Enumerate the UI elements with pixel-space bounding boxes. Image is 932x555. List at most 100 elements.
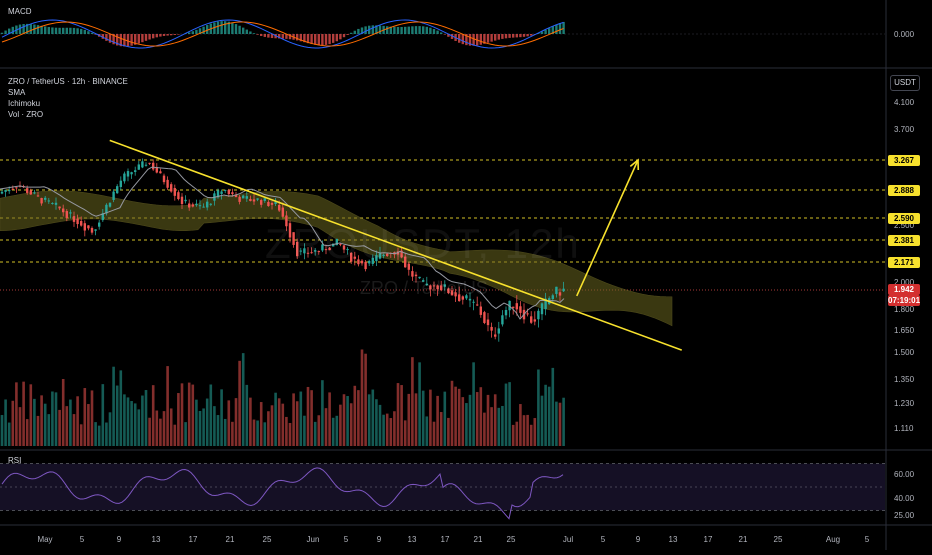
macd-histogram-bar <box>462 34 464 44</box>
candle-body <box>4 190 6 192</box>
time-tick-label: 9 <box>630 535 646 544</box>
volume-bar <box>487 395 490 446</box>
macd-histogram-bar <box>267 34 269 38</box>
macd-histogram-bar <box>84 30 86 34</box>
volume-bar <box>156 411 159 446</box>
macd-histogram-bar <box>156 34 158 37</box>
candle-body <box>84 223 86 230</box>
candle-body <box>109 203 111 207</box>
macd-histogram-bar <box>404 27 406 34</box>
time-tick-label: May <box>37 535 53 544</box>
macd-histogram-bar <box>62 28 64 34</box>
time-tick-label: Jun <box>305 535 321 544</box>
candle-body <box>202 207 204 208</box>
volume-bar <box>314 422 317 446</box>
macd-histogram-bar <box>249 31 251 34</box>
candle-body <box>37 195 39 196</box>
indicator-ichimoku-label[interactable]: Ichimoku <box>8 99 40 108</box>
macd-histogram-bar <box>253 33 255 34</box>
volume-bar <box>469 395 472 446</box>
volume-bar <box>102 384 105 446</box>
candle-body <box>30 190 32 194</box>
macd-histogram-bar <box>523 34 525 37</box>
candle-body <box>246 196 248 199</box>
macd-label[interactable]: MACD <box>8 7 32 16</box>
candle-body <box>256 198 258 199</box>
volume-bar <box>105 423 108 446</box>
price-tick-label: 1.500 <box>894 348 914 357</box>
candle-body <box>94 229 96 230</box>
volume-bar <box>415 393 418 446</box>
candle-body <box>249 199 251 201</box>
macd-histogram-bar <box>76 28 78 34</box>
volume-bar <box>235 398 238 446</box>
volume-bar <box>508 382 511 446</box>
volume-bar <box>382 415 385 446</box>
indicator-sma-label[interactable]: SMA <box>8 88 25 97</box>
price-tick-label: 3.700 <box>894 125 914 134</box>
volume-bar <box>26 419 29 446</box>
volume-bar <box>296 401 299 446</box>
volume-bar <box>523 415 526 446</box>
candle-body <box>411 271 413 277</box>
macd-histogram-bar <box>166 34 168 36</box>
macd-histogram-bar <box>548 28 550 34</box>
time-tick-label: 13 <box>148 535 164 544</box>
macd-histogram-bar <box>148 34 150 40</box>
volume-bar <box>418 362 421 446</box>
volume-bar <box>44 404 47 446</box>
indicator-volume-label[interactable]: Vol · ZRO <box>8 110 43 119</box>
macd-histogram-bar <box>202 27 204 34</box>
volume-bar <box>109 412 112 446</box>
macd-histogram-bar <box>418 26 420 34</box>
symbol-title[interactable]: ZRO / TetherUS · 12h · BINANCE <box>8 77 128 86</box>
volume-bar <box>285 417 288 446</box>
volume-bar <box>134 403 137 446</box>
volume-bar <box>249 398 252 446</box>
level-price-tag: 2.381 <box>888 235 920 246</box>
volume-bar <box>271 405 274 446</box>
candle-body <box>253 199 255 201</box>
volume-bar <box>37 416 40 446</box>
candle-body <box>278 205 280 211</box>
candle-body <box>87 225 89 228</box>
macd-histogram-bar <box>58 28 60 34</box>
macd-histogram-bar <box>397 27 399 34</box>
macd-histogram-bar <box>526 34 528 36</box>
volume-bar <box>562 398 565 446</box>
macd-histogram-bar <box>411 26 413 34</box>
volume-bar <box>231 422 234 446</box>
volume-bar <box>33 399 36 446</box>
macd-histogram-bar <box>505 34 507 38</box>
volume-bar <box>177 393 180 446</box>
macd-histogram-bar <box>512 34 514 38</box>
volume-bar <box>202 408 205 446</box>
volume-bar <box>548 387 551 446</box>
volume-bar <box>451 381 454 446</box>
volume-bar <box>15 382 18 446</box>
volume-bar <box>148 418 151 446</box>
macd-histogram-bar <box>170 34 172 35</box>
macd-histogram-bar <box>195 30 197 34</box>
volume-bar <box>555 402 558 446</box>
volume-bar <box>66 406 69 446</box>
volume-bar <box>303 416 306 446</box>
volume-bar <box>4 399 7 446</box>
candle-body <box>526 313 528 314</box>
volume-bar <box>408 394 411 446</box>
candle-body <box>15 187 17 188</box>
volume-bar <box>282 404 285 446</box>
candle-body <box>123 174 125 182</box>
volume-bar <box>541 396 544 446</box>
macd-histogram-bar <box>325 34 327 45</box>
volume-bar <box>361 349 364 446</box>
currency-unit-button[interactable]: USDT <box>890 75 920 91</box>
candle-body <box>174 188 176 196</box>
volume-bar <box>80 424 83 446</box>
candle-body <box>1 192 3 194</box>
rsi-label[interactable]: RSI <box>8 456 21 465</box>
candle-body <box>130 172 132 174</box>
volume-bar <box>375 399 378 446</box>
